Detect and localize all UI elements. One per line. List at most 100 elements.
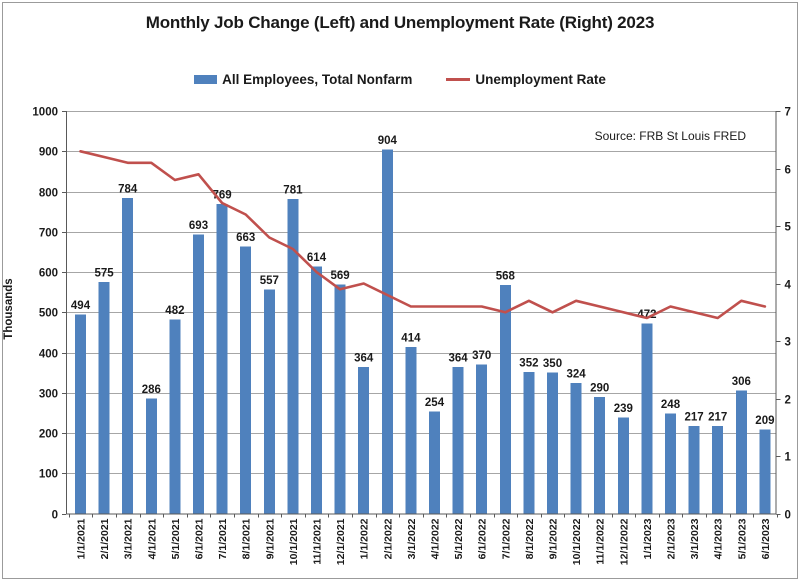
bar-value-label: 784 [118,183,138,195]
left-tick-label: 0 [52,510,58,522]
bar [594,396,606,514]
left-tick-label: 200 [39,429,58,441]
bar [263,289,275,514]
left-tick-label: 1000 [32,107,58,119]
left-tick-label: 400 [39,349,58,361]
left-tick-label: 600 [39,268,58,280]
bar [570,383,582,514]
x-tick-label: 9/1/2021 [264,518,276,559]
bar [429,411,440,514]
bar-value-label: 494 [71,300,91,312]
bar-value-label: 568 [496,270,516,282]
legend-item-line: Unemployment Rate [446,72,606,87]
bar-value-label: 557 [260,275,279,287]
x-tick-label: 9/1/2022 [548,518,560,559]
bar [759,429,771,514]
x-tick-label: 2/1/2023 [666,518,678,559]
bar-value-label: 693 [189,220,208,232]
bar [311,266,322,514]
x-tick-label: 5/1/2022 [453,518,465,559]
bar-value-label: 217 [708,412,727,424]
bar [712,426,724,514]
bar [358,367,370,514]
right-tick-label: 7 [785,107,791,119]
x-tick-label: 4/1/2023 [713,518,725,559]
bar [452,367,464,514]
x-tick-label: 1/1/2021 [76,518,88,559]
bar-value-label: 569 [331,270,350,282]
bar [169,319,181,514]
bar [547,372,558,514]
bar-series-swatch-icon [194,75,218,84]
bar [287,199,299,514]
bar [122,197,134,514]
x-tick-label: 2/1/2021 [99,518,111,559]
bar-value-label: 781 [283,185,303,197]
x-tick-label: 11/1/2022 [595,518,607,564]
bar [523,371,535,514]
bar-value-label: 482 [165,305,184,317]
right-tick-label: 2 [785,395,791,407]
x-tick-label: 12/1/2021 [335,518,347,565]
x-tick-label: 1/1/2023 [642,518,654,559]
x-tick-label: 8/1/2022 [524,518,536,559]
bar [688,426,700,514]
source-note: Source: FRB St Louis FRED [594,129,746,143]
bar [665,413,676,514]
x-tick-label: 6/1/2021 [194,518,206,559]
bar-value-label: 364 [449,353,469,365]
bar-value-label: 209 [755,415,774,427]
right-tick-label: 5 [785,222,792,234]
bar-value-label: 575 [95,268,115,280]
line-series-swatch-icon [446,77,471,82]
bar [499,284,511,514]
left-tick-label: 300 [39,389,58,401]
right-tick-label: 0 [785,510,791,522]
bar-value-label: 663 [236,232,255,244]
legend-item-bars: All Employees, Total Nonfarm [194,72,412,87]
bar [216,204,228,514]
bar [405,346,417,514]
x-tick-label: 7/1/2021 [217,518,229,559]
x-tick-label: 10/1/2022 [571,518,583,565]
legend-label-bars: All Employees, Total Nonfarm [222,72,413,87]
bar [145,398,157,514]
bar-value-label: 370 [472,350,491,362]
left-tick-label: 700 [39,228,58,240]
bar-value-label: 290 [590,382,609,394]
bar [193,234,204,514]
x-tick-label: 3/1/2023 [689,518,701,559]
bar [240,246,252,514]
bar [334,284,346,514]
x-tick-label: 2/1/2022 [382,518,394,559]
legend-label-line: Unemployment Rate [475,72,606,87]
bar-value-label: 324 [567,369,587,381]
x-tick-label: 3/1/2021 [123,518,135,559]
x-tick-label: 6/1/2022 [477,518,489,559]
right-tick-label: 1 [785,452,792,464]
x-tick-label: 4/1/2021 [146,518,158,559]
bar [381,149,393,514]
x-tick-label: 10/1/2021 [288,518,300,565]
bar-value-label: 414 [401,332,421,344]
bar-value-label: 239 [614,403,633,415]
left-tick-label: 500 [39,308,58,320]
bar-value-label: 286 [142,384,161,396]
right-tick-label: 3 [785,337,791,349]
x-tick-label: 8/1/2021 [241,518,253,559]
bar [476,364,488,514]
x-tick-label: 7/1/2022 [500,518,512,559]
bar-value-label: 248 [661,399,681,411]
right-tick-label: 6 [785,165,791,177]
x-tick-label: 12/1/2022 [618,518,630,565]
bar [617,417,629,514]
chart-title: Monthly Job Change (Left) and Unemployme… [145,13,655,32]
bar-value-label: 254 [425,397,445,409]
left-tick-label: 100 [39,469,58,481]
left-tick-label: 900 [39,147,58,159]
bar [98,282,110,514]
x-tick-label: 11/1/2021 [312,518,324,564]
left-tick-label: 800 [39,188,58,200]
